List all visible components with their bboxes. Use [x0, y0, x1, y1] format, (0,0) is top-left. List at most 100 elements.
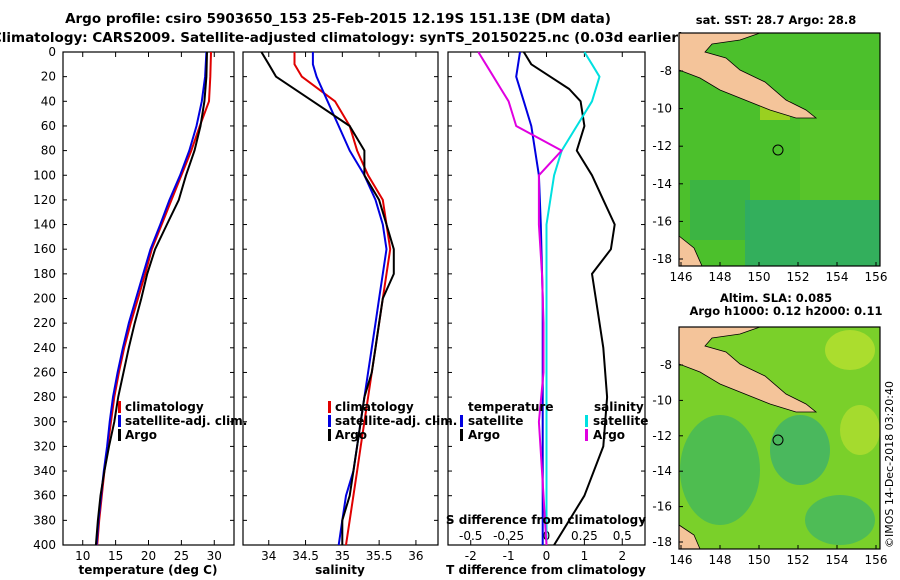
legend-label: climatology	[125, 400, 204, 414]
sst-map-frame	[678, 32, 881, 267]
map-x-tick-label: 148	[709, 270, 732, 284]
legend-title-temperature: temperature	[468, 400, 553, 414]
legend-swatch-t-argo	[460, 429, 463, 441]
legend-swatch-satellite	[328, 415, 331, 427]
salinity-x-label: salinity	[315, 563, 365, 577]
map-y-tick-label: -12	[652, 429, 672, 443]
depth-tick-label: 220	[33, 316, 56, 330]
depth-tick-label: 20	[41, 70, 56, 84]
series-line-s-satellite	[545, 51, 601, 545]
sst-map-patch	[690, 180, 750, 240]
sla-map-title-1: Altim. SLA: 0.085	[720, 291, 832, 305]
temperature-panel	[62, 51, 235, 546]
legend-swatch-t-satellite	[460, 415, 463, 427]
depth-tick-label: 140	[33, 218, 56, 232]
map-y-tick-label: -8	[660, 64, 672, 78]
sst-map-title: sat. SST: 28.7 Argo: 28.8	[696, 13, 856, 27]
x-tick-label: 35	[335, 549, 350, 563]
s-tick-label: 0.5	[613, 529, 632, 543]
land-mass-new-guinea	[678, 326, 818, 413]
depth-tick-label: 380	[33, 513, 56, 527]
map-x-tick-label: 152	[787, 553, 810, 567]
temperature-lines	[94, 51, 212, 546]
legend-label: climatology	[335, 400, 414, 414]
map-y-tick-label: -8	[660, 358, 672, 372]
x-tick-label: 15	[108, 549, 123, 563]
map-y-tick-label: -10	[652, 102, 672, 116]
depth-tick-label: 280	[33, 390, 56, 404]
legend-label: satellite	[593, 414, 648, 428]
legend-swatch-argo	[328, 429, 331, 441]
x-tick-label: 36	[408, 549, 423, 563]
x-tick-label: 0	[543, 549, 551, 563]
map-x-tick-label: 156	[865, 270, 888, 284]
legend-swatch-s-satellite	[585, 415, 588, 427]
map-y-tick-label: -16	[652, 214, 672, 228]
temperature-x-label: temperature (deg C)	[79, 563, 218, 577]
sst-map-patch	[800, 110, 880, 200]
legend-swatch-climatology	[328, 401, 331, 413]
x-tick-label: 2	[618, 549, 626, 563]
map-x-tick-label: 156	[865, 553, 888, 567]
map-y-tick-label: -14	[652, 177, 672, 191]
legend-label: satellite-adj. clim.	[335, 414, 457, 428]
title-line-2: Climatology: CARS2009. Satellite-adjuste…	[0, 30, 684, 46]
series-line-argo	[260, 51, 395, 545]
map-x-tick-label: 154	[826, 270, 849, 284]
sst-map-ticks: 146 148 150 152 154 156 -8 -10 -12 -14 -16 -18	[652, 64, 887, 284]
depth-tick-label: 60	[41, 119, 56, 133]
depth-axis: 0 20 40 60 80 100 120 140 160 180 200 220 240 260 280 3…	[33, 45, 56, 552]
series-line-climatology	[293, 52, 392, 546]
map-y-tick-label: -16	[652, 500, 672, 514]
depth-tick-label: 300	[33, 415, 56, 429]
map-x-tick-label: 152	[787, 270, 810, 284]
x-tick-label: 10	[75, 549, 90, 563]
title-line-1: Argo profile: csiro 5903650_153 25-Feb-2…	[65, 11, 611, 27]
depth-tick-label: 400	[33, 538, 56, 552]
sla-map-title-2: Argo h1000: 0.12 h2000: 0.11	[689, 304, 882, 318]
series-line-t-argo	[522, 51, 616, 546]
sla-map-patch	[840, 405, 880, 455]
map-y-tick-label: -10	[652, 393, 672, 407]
difference-x-ticks: -2 -1 0 1 2	[448, 51, 645, 563]
s-tick-label: -0.25	[493, 529, 524, 543]
land-mass-new-guinea	[678, 32, 818, 119]
depth-tick-label: 0	[48, 45, 56, 59]
depth-tick-label: 260	[33, 365, 56, 379]
series-line-s-argo	[477, 51, 563, 546]
legend-label: Argo	[335, 428, 367, 442]
x-tick-label: -2	[465, 549, 477, 563]
sla-map-patch	[805, 495, 875, 545]
sla-map-patch	[680, 415, 760, 525]
sla-map-ticks: 146 148 150 152 154 156 -8 -10 -12 -14 -16 -18	[652, 358, 887, 567]
legend-label: satellite	[468, 414, 523, 428]
depth-tick-label: 40	[41, 94, 56, 108]
series-line-satellite-adj-clim-	[95, 51, 208, 546]
x-tick-label: 1	[581, 549, 589, 563]
legend-swatch-climatology	[118, 401, 121, 413]
map-y-tick-label: -14	[652, 464, 672, 478]
depth-tick-label: 120	[33, 193, 56, 207]
sst-map	[678, 32, 881, 267]
x-tick-label: 35.5	[366, 549, 393, 563]
x-tick-label: 30	[207, 549, 222, 563]
map-x-tick-label: 150	[748, 270, 771, 284]
map-x-tick-label: 148	[709, 553, 732, 567]
imos-watermark: ©IMOS 14-Dec-2018 03:20:40	[883, 381, 896, 548]
legend-swatch-argo	[118, 429, 121, 441]
x-tick-label: -1	[503, 549, 515, 563]
depth-tick-label: 160	[33, 242, 56, 256]
legend-label: Argo	[593, 428, 625, 442]
depth-tick-label: 180	[33, 267, 56, 281]
legend-swatch-satellite	[118, 415, 121, 427]
salinity-panel	[242, 51, 439, 546]
map-y-tick-label: -18	[652, 535, 672, 549]
map-x-tick-label: 154	[826, 553, 849, 567]
difference-legend: temperature satellite Argo salinity sate…	[460, 400, 648, 442]
x-tick-label: 20	[141, 549, 156, 563]
salinity-legend: climatology satellite-adj. clim. Argo	[328, 400, 457, 442]
difference-lines	[477, 51, 616, 546]
temperature-x-ticks: 10 15 20 25 30	[63, 51, 234, 563]
map-y-tick-label: -18	[652, 252, 672, 266]
depth-tick-label: 360	[33, 489, 56, 503]
